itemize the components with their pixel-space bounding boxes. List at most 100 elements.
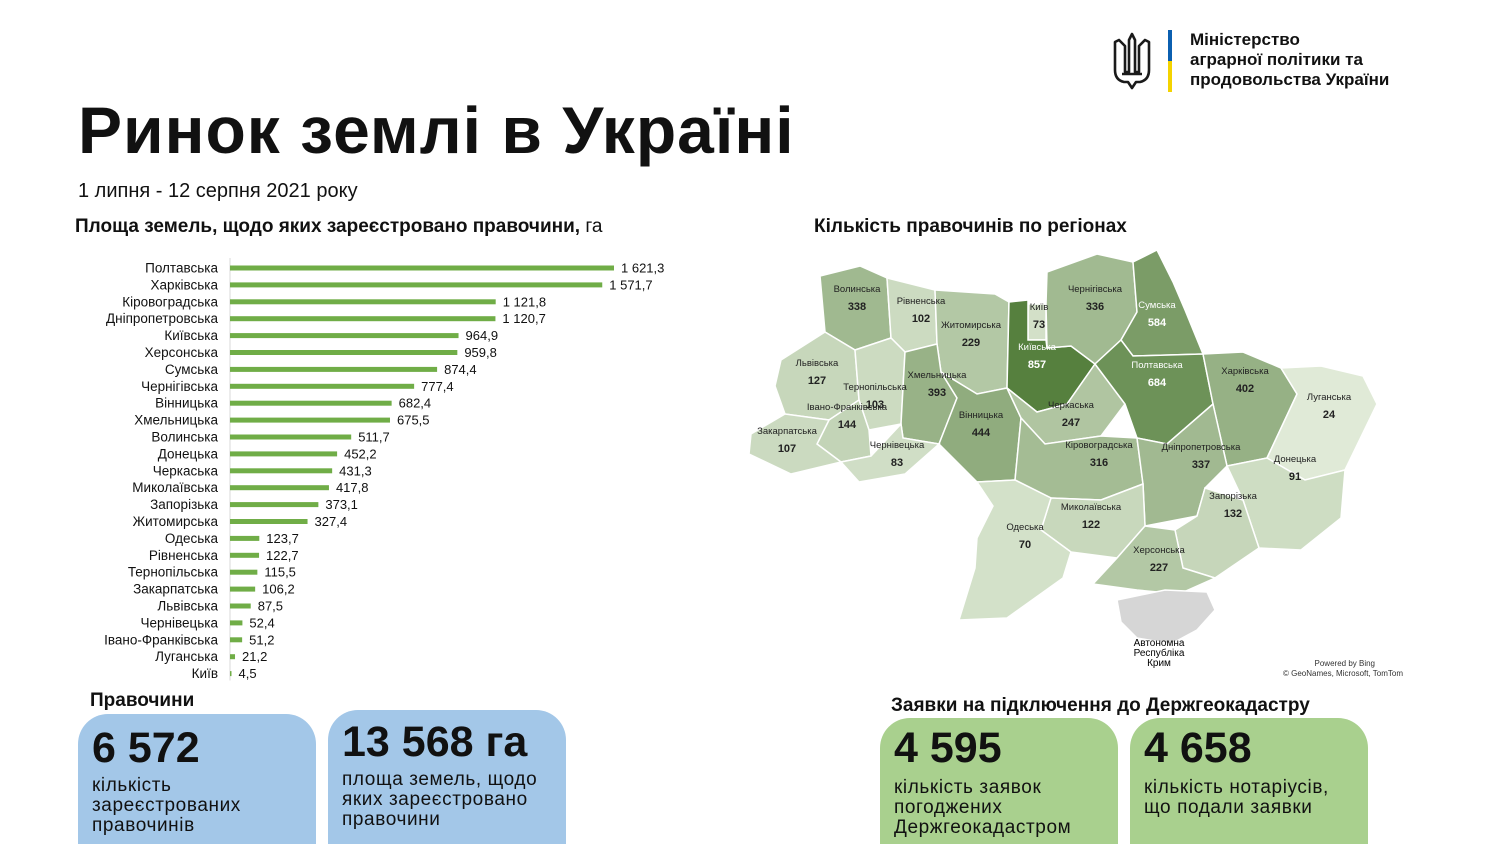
region-value-label: 24 xyxy=(1323,409,1336,421)
bar xyxy=(230,569,258,575)
ministry-line: продовольства України xyxy=(1190,70,1390,89)
bar-category-label: Черкаська xyxy=(153,463,219,478)
bar-value-label: 431,3 xyxy=(339,463,372,478)
region-value-label: 83 xyxy=(891,457,903,469)
region-value-label: 337 xyxy=(1192,459,1210,471)
region-value-label: 103 xyxy=(866,399,884,411)
bar-value-label: 959,8 xyxy=(464,345,497,360)
ministry-line: Міністерство xyxy=(1190,30,1300,49)
region-value-label: 336 xyxy=(1086,301,1104,313)
ministry-line: аграрної політики та xyxy=(1190,50,1363,69)
region-name-label: Вінницька xyxy=(959,410,1004,421)
bar-value-label: 21,2 xyxy=(242,649,267,664)
deals-count-value: 6 572 xyxy=(92,724,200,772)
region-value-label: 247 xyxy=(1062,417,1080,429)
bar-category-label: Вінницька xyxy=(155,396,218,411)
notaries-desc: кількість нотаріусів, що подали заявки xyxy=(1144,777,1329,818)
region-name-label: Івано-Франківська xyxy=(807,402,888,413)
bar-value-label: 327,4 xyxy=(315,514,348,529)
region-name-label: Запорізька xyxy=(1209,491,1258,502)
bar-category-label: Миколаївська xyxy=(132,480,218,495)
bar-value-label: 511,7 xyxy=(358,430,390,445)
region-name-label: Дніпропетровська xyxy=(1162,442,1242,453)
bar-value-label: 1 571,7 xyxy=(609,277,652,292)
region-value-label: 127 xyxy=(808,375,826,387)
bar xyxy=(230,366,438,372)
region-value-label: 584 xyxy=(1148,317,1167,329)
bar-category-label: Запорізька xyxy=(150,497,218,512)
bar-category-label: Одеська xyxy=(165,531,219,546)
bar xyxy=(230,299,496,305)
bar xyxy=(230,265,614,271)
bar-value-label: 682,4 xyxy=(399,396,432,411)
region-name-label: Чернігівська xyxy=(1068,284,1123,295)
bar-value-label: 1 120,7 xyxy=(502,311,545,326)
bar-value-label: 115,5 xyxy=(264,565,296,580)
region-value-label: 122 xyxy=(1082,519,1100,531)
bar-chart-heading-text: Площа земель, щодо яких зареєстровано пр… xyxy=(75,216,581,237)
bar xyxy=(230,586,256,592)
region-name-label: Херсонська xyxy=(1133,545,1185,556)
region-херсонська xyxy=(1091,525,1218,595)
bar xyxy=(230,603,251,609)
bar xyxy=(230,417,390,423)
ministry-name: Міністерство аграрної політики та продов… xyxy=(1190,30,1389,90)
bar-category-label: Сумська xyxy=(165,362,219,377)
bar-category-label: Луганська xyxy=(155,649,218,664)
bar-value-label: 964,9 xyxy=(466,328,499,343)
bar xyxy=(230,451,338,457)
bar xyxy=(230,552,260,558)
region-value-label: 684 xyxy=(1148,377,1167,389)
crimea-label-line: Крим xyxy=(1147,658,1171,669)
region-value-label: 144 xyxy=(838,419,857,431)
bar-category-label: Чернігівська xyxy=(141,379,218,394)
bar-value-label: 51,2 xyxy=(249,632,274,647)
region-value-label: 316 xyxy=(1090,457,1108,469)
bar-category-label: Рівненська xyxy=(149,548,219,563)
region-value-label: 73 xyxy=(1033,319,1045,331)
region-name-label: Харківська xyxy=(1221,366,1269,377)
crimea-label: Автономна Республіка Крим xyxy=(1134,638,1185,669)
bar-value-label: 777,4 xyxy=(421,379,454,394)
flag-bar xyxy=(1168,30,1172,92)
bar-category-label: Дніпропетровська xyxy=(106,311,218,326)
bar-category-label: Тернопільська xyxy=(128,565,219,580)
bar xyxy=(230,654,236,660)
region-name-label: Чернівецька xyxy=(870,440,925,451)
bar-value-label: 1 621,3 xyxy=(621,261,664,276)
bar xyxy=(230,383,415,389)
region-name-label: Київ xyxy=(1030,302,1049,313)
bar xyxy=(230,671,232,677)
bar xyxy=(230,282,603,288)
region-value-label: 393 xyxy=(928,387,946,399)
bar-category-label: Хмельницька xyxy=(134,413,218,428)
bar-value-label: 52,4 xyxy=(249,615,274,630)
bar-value-label: 373,1 xyxy=(325,497,358,512)
bar xyxy=(230,637,243,643)
page-title: Ринок землі в Україні xyxy=(78,93,795,167)
region-name-label: Львівська xyxy=(796,358,839,369)
region-name-label: Донецька xyxy=(1274,454,1317,465)
deals-area-desc: площа земель, щодо яких зареєстровано пр… xyxy=(342,769,538,830)
bar-category-label: Харківська xyxy=(151,277,219,292)
region-name-label: Тернопільська xyxy=(843,382,907,393)
applications-heading: Заявки на підключення до Держгеокадастру xyxy=(891,695,1310,716)
deals-heading: Правочини xyxy=(90,690,195,711)
region-name-label: Кіровоградська xyxy=(1065,440,1133,451)
bar-category-label: Чернівецька xyxy=(141,615,219,630)
bar-value-label: 87,5 xyxy=(258,599,283,614)
region-name-label: Луганська xyxy=(1307,392,1352,403)
bar xyxy=(230,519,308,524)
bar-category-label: Закарпатська xyxy=(133,582,218,597)
date-range: 1 липня - 12 серпня 2021 року xyxy=(78,180,358,202)
region-value-label: 227 xyxy=(1150,562,1168,574)
region-name-label: Київська xyxy=(1018,342,1056,353)
bar xyxy=(230,468,333,474)
bar xyxy=(230,502,319,508)
crimea-label-line: Автономна xyxy=(1134,638,1185,649)
bar-value-label: 122,7 xyxy=(266,548,299,563)
region-name-label: Рівненська xyxy=(897,296,946,307)
bar-value-label: 417,8 xyxy=(336,480,369,495)
deals-area-card: 13 568 га площа земель, щодо яких зареєс… xyxy=(328,710,566,844)
region-name-label: Хмельницька xyxy=(908,370,968,381)
